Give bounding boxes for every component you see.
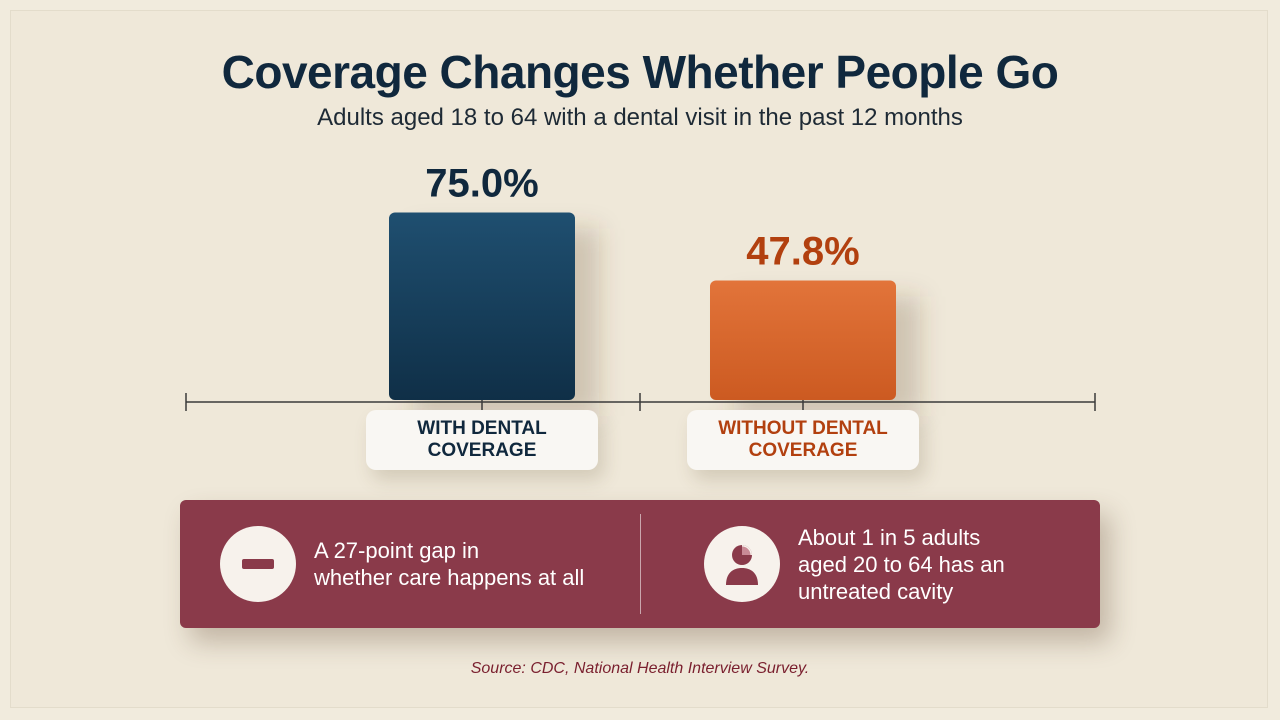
callout-divider bbox=[640, 514, 641, 614]
chart-subtitle: Adults aged 18 to 64 with a dental visit… bbox=[317, 104, 963, 131]
category-label-with-coverage: WITH DENTAL COVERAGE bbox=[366, 410, 598, 470]
bar-without-coverage bbox=[710, 280, 896, 400]
minus-icon bbox=[220, 526, 296, 602]
callout-text-cavity: About 1 in 5 adults aged 20 to 64 has an… bbox=[798, 524, 1005, 604]
bar-with-coverage-value-label: 75.0% bbox=[425, 162, 538, 206]
category-label-without-coverage: WITHOUT DENTAL COVERAGE bbox=[687, 410, 919, 470]
person-pie-chart-icon bbox=[704, 526, 780, 602]
callout-text-gap: A 27-point gap in whether care happens a… bbox=[314, 538, 585, 590]
category-label-text: WITHOUT DENTAL COVERAGE bbox=[718, 418, 888, 461]
source-note: Source: CDC, National Health Interview S… bbox=[470, 660, 810, 677]
x-axis bbox=[185, 393, 1096, 411]
category-label-text: WITH DENTAL COVERAGE bbox=[417, 418, 547, 461]
chart-title: Coverage Changes Whether People Go bbox=[221, 46, 1059, 98]
callout-item-gap: A 27-point gap in whether care happens a… bbox=[220, 500, 584, 628]
callout-item-cavity: About 1 in 5 adults aged 20 to 64 has an… bbox=[704, 500, 1005, 628]
bar-without-coverage-value-label: 47.8% bbox=[746, 230, 859, 274]
callout-banner: A 27-point gap in whether care happens a… bbox=[180, 500, 1100, 628]
bar-with-coverage bbox=[389, 212, 575, 400]
